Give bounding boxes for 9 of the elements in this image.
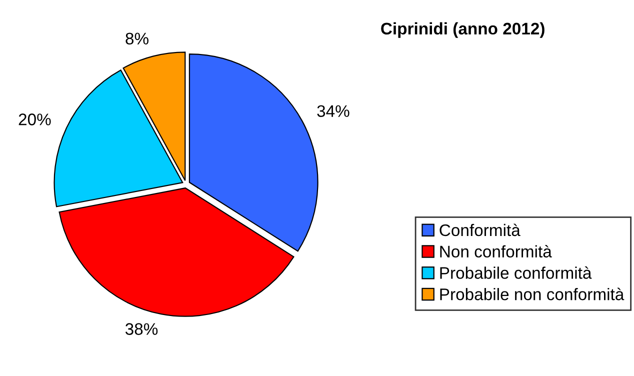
data-label: 34% [317,105,350,117]
legend-label: Non conformità [440,245,552,258]
legend-label: Conformità [440,224,520,236]
legend-label: Probabile non conformità [440,288,624,300]
data-label: 38% [125,323,158,335]
chart-title: Ciprinidi (anno 2012) [381,22,544,38]
data-label: 8% [126,32,148,45]
legend-label: Probabile conformità [440,266,592,279]
data-label: 20% [18,114,51,126]
